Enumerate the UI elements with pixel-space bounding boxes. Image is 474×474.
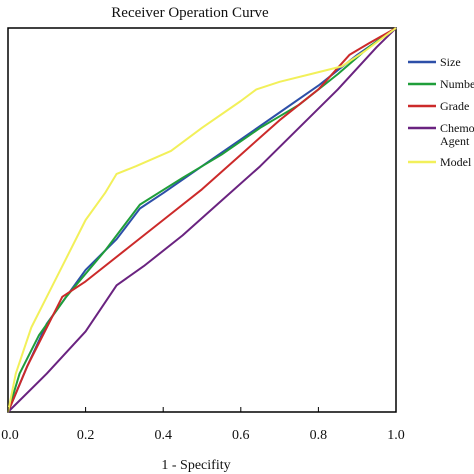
legend-label-grade: Grade bbox=[440, 99, 469, 113]
chart-title: Receiver Operation Curve bbox=[111, 5, 269, 21]
series-line-number bbox=[7, 27, 397, 413]
x-tick-label: 0.0 bbox=[1, 428, 19, 443]
legend-label-model: Model bbox=[440, 155, 472, 169]
x-tick-label: 0.8 bbox=[310, 428, 328, 443]
legend-label-size: Size bbox=[440, 55, 461, 69]
x-tick-label: 1.0 bbox=[387, 428, 405, 443]
x-axis-ticks: 0.0 0.2 0.4 0.6 0.8 1.0 bbox=[1, 407, 405, 443]
series-line-size bbox=[7, 27, 397, 413]
plot-area-frame bbox=[7, 27, 397, 413]
series-line-grade bbox=[7, 27, 397, 413]
x-tick-label: 0.4 bbox=[154, 428, 172, 443]
x-tick-label: 0.6 bbox=[232, 428, 250, 443]
x-axis-label: 1 - Specifity bbox=[161, 458, 230, 473]
legend-label-chemo-agent: Chemo Agent bbox=[440, 121, 474, 148]
series-line-chemo-agent bbox=[7, 27, 397, 413]
x-tick-label: 0.2 bbox=[77, 428, 95, 443]
series-layer bbox=[7, 27, 397, 413]
legend-label-number: Number bbox=[440, 77, 474, 91]
series-line-model bbox=[7, 27, 397, 413]
